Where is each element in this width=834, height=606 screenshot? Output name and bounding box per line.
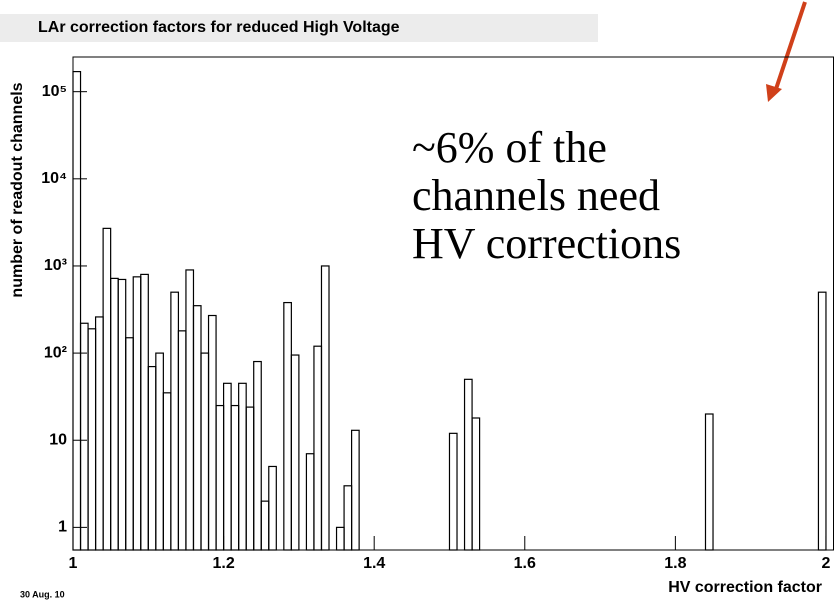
histogram-bar xyxy=(94,316,104,551)
x-tick-label: 1.8 xyxy=(664,555,686,572)
y-tick-label: 1 xyxy=(58,519,67,536)
annotation: HV corrections xyxy=(412,219,681,268)
histogram-bar xyxy=(102,227,112,551)
histogram-bar xyxy=(238,382,247,551)
x-tick-label: 1.6 xyxy=(514,555,536,572)
histogram-bar xyxy=(155,352,164,551)
histogram-bar xyxy=(192,305,202,551)
histogram-bar xyxy=(215,404,225,551)
histogram-bar xyxy=(117,278,127,551)
y-tick-label: 10³ xyxy=(44,257,67,274)
histogram-bar xyxy=(817,291,827,551)
histogram-bar xyxy=(471,417,481,551)
histogram-bar xyxy=(207,314,217,551)
histogram-bar xyxy=(72,70,82,551)
annotation: channels need xyxy=(412,171,660,220)
histogram-bar xyxy=(704,413,714,551)
y-tick-label: 10⁴ xyxy=(41,170,67,187)
histogram-bar xyxy=(260,500,270,551)
histogram-bar xyxy=(283,301,292,551)
histogram-bar xyxy=(335,526,345,551)
histogram-bar xyxy=(87,328,97,551)
histogram-bar xyxy=(230,404,240,551)
histogram-bar xyxy=(222,382,232,551)
histogram-bar xyxy=(305,453,315,551)
histogram-bar xyxy=(162,392,172,551)
histogram-bar xyxy=(79,322,89,551)
title-box xyxy=(0,14,598,42)
histogram-bar xyxy=(170,291,180,551)
histogram-bar xyxy=(290,354,300,551)
y-tick-label: 10² xyxy=(44,344,67,361)
histogram-bar xyxy=(140,273,149,551)
x-axis-label: HV correction factor xyxy=(668,579,822,596)
x-tick-label: 1.4 xyxy=(363,555,385,572)
x-tick-label: 1 xyxy=(69,555,78,572)
chart-title: LAr correction factors for reduced High … xyxy=(38,19,400,36)
histogram-bar xyxy=(147,365,157,551)
y-axis-label: number of readout channels xyxy=(9,82,26,297)
histogram-bar xyxy=(313,345,323,551)
x-tick-label: 1.2 xyxy=(212,555,234,572)
histogram-bar xyxy=(245,406,255,551)
histogram-bar xyxy=(448,432,458,551)
y-tick-label: 10 xyxy=(49,431,67,448)
histogram-bar xyxy=(185,269,195,551)
histogram-bar xyxy=(125,337,134,551)
histogram-bar xyxy=(268,465,277,551)
histogram-bar xyxy=(177,330,187,551)
histogram-bar xyxy=(253,360,262,551)
y-tick-label: 10⁵ xyxy=(42,83,67,100)
histogram-bar xyxy=(463,378,473,551)
histogram-bar xyxy=(343,485,353,551)
date: 30 Aug. 10 xyxy=(20,589,65,599)
x-tick-label: 2 xyxy=(822,555,831,572)
histogram-bar xyxy=(320,265,330,551)
histogram-bar xyxy=(350,429,360,551)
histogram-bar xyxy=(132,276,142,551)
arrow xyxy=(773,1,807,93)
annotation: ~6% of the xyxy=(412,123,607,172)
arrow-head xyxy=(766,84,782,102)
histogram-bar xyxy=(110,277,119,551)
histogram-bar xyxy=(200,352,210,551)
